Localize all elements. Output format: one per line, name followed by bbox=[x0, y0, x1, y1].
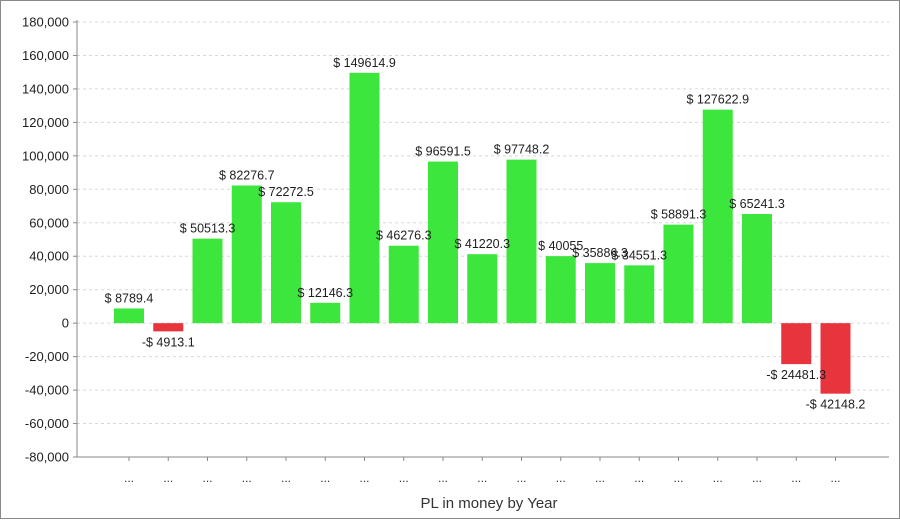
x-axis-title: PL in money by Year bbox=[420, 495, 557, 512]
data-label: $ 65241.3 bbox=[729, 197, 785, 211]
y-tick-label: 180,000 bbox=[22, 15, 69, 30]
bar[interactable] bbox=[506, 159, 537, 324]
bar[interactable] bbox=[781, 323, 812, 365]
y-tick-label: 60,000 bbox=[29, 215, 69, 230]
data-label: $ 46276.3 bbox=[376, 229, 432, 243]
bar[interactable] bbox=[231, 185, 262, 324]
x-tick-label: ... bbox=[673, 471, 683, 485]
x-tick-label: ... bbox=[320, 471, 330, 485]
bar[interactable] bbox=[585, 263, 615, 324]
y-tick-label: 140,000 bbox=[22, 81, 69, 96]
x-tick-label: ... bbox=[791, 471, 801, 485]
bar[interactable] bbox=[388, 245, 419, 324]
data-label: $ 12146.3 bbox=[297, 286, 353, 300]
x-tick-label: ... bbox=[399, 471, 409, 485]
y-tick-label: -60,000 bbox=[25, 416, 69, 431]
data-label: $ 50513.3 bbox=[180, 222, 236, 236]
y-tick-label: -80,000 bbox=[25, 450, 69, 465]
x-tick-label: ... bbox=[242, 471, 252, 485]
bar[interactable] bbox=[545, 256, 576, 324]
bar[interactable] bbox=[310, 302, 341, 324]
y-tick-label: 80,000 bbox=[29, 182, 69, 197]
data-label: $ 96591.5 bbox=[415, 145, 471, 159]
data-label: $ 97748.2 bbox=[494, 143, 550, 157]
bar[interactable] bbox=[428, 161, 458, 324]
data-label: $ 41220.3 bbox=[454, 237, 510, 251]
data-label: -$ 4913.1 bbox=[142, 335, 195, 349]
x-tick-label: ... bbox=[124, 471, 134, 485]
x-tick-label: ... bbox=[438, 471, 448, 485]
bar[interactable] bbox=[663, 224, 694, 324]
bar[interactable] bbox=[820, 323, 851, 394]
x-tick-label: ... bbox=[516, 471, 526, 485]
data-labels: $ 8789.4 -$ 4913.1 $ 50513.3 $ 82276.7 $ 722… bbox=[105, 56, 866, 412]
x-tick-label: ... bbox=[752, 471, 762, 485]
x-tick-label: ... bbox=[477, 471, 487, 485]
y-tick-label: -20,000 bbox=[25, 349, 69, 364]
x-tick-label: ... bbox=[359, 471, 369, 485]
x-tick-label: ... bbox=[281, 471, 291, 485]
y-tick-label: 20,000 bbox=[29, 282, 69, 297]
y-tick-label: 160,000 bbox=[22, 48, 69, 63]
x-tick-label: ... bbox=[830, 471, 840, 485]
data-label: -$ 24481.3 bbox=[766, 368, 826, 382]
x-tick-label: ... bbox=[595, 471, 605, 485]
y-tick-label: 100,000 bbox=[22, 148, 69, 163]
bar[interactable] bbox=[467, 254, 498, 324]
y-tick-label: 0 bbox=[62, 316, 69, 331]
bar[interactable] bbox=[192, 238, 223, 324]
bar[interactable] bbox=[349, 72, 380, 324]
x-tick-label: ... bbox=[556, 471, 566, 485]
data-label: $ 72272.5 bbox=[258, 185, 314, 199]
bar[interactable] bbox=[153, 323, 184, 332]
data-label: $ 34551.3 bbox=[611, 248, 667, 262]
x-tick-label: ... bbox=[634, 471, 644, 485]
y-tick-label: 120,000 bbox=[22, 115, 69, 130]
data-label: $ 127622.9 bbox=[686, 93, 749, 107]
x-axis: ........................................… bbox=[77, 456, 889, 485]
data-label: $ 35886.3 bbox=[572, 246, 628, 260]
data-label: -$ 42148.2 bbox=[806, 398, 866, 412]
bars bbox=[114, 72, 851, 394]
bar[interactable] bbox=[702, 109, 733, 324]
data-label: $ 82276.7 bbox=[219, 168, 275, 182]
y-tick-label: 40,000 bbox=[29, 249, 69, 264]
data-label: $ 8789.4 bbox=[105, 291, 154, 305]
bar[interactable] bbox=[114, 308, 144, 324]
x-tick-label: ... bbox=[713, 471, 723, 485]
y-tick-label: -40,000 bbox=[25, 383, 69, 398]
bar[interactable] bbox=[271, 202, 301, 324]
x-tick-label: ... bbox=[163, 471, 173, 485]
data-label: $ 149614.9 bbox=[333, 56, 396, 70]
y-axis: 180,000 160,000 140,000 120,000 100,000 80,00… bbox=[22, 15, 78, 465]
bar[interactable] bbox=[742, 214, 772, 324]
x-tick-label: ... bbox=[202, 471, 212, 485]
data-label: $ 40055 bbox=[538, 239, 583, 253]
bar[interactable] bbox=[624, 265, 655, 324]
data-label: $ 58891.3 bbox=[651, 208, 707, 222]
